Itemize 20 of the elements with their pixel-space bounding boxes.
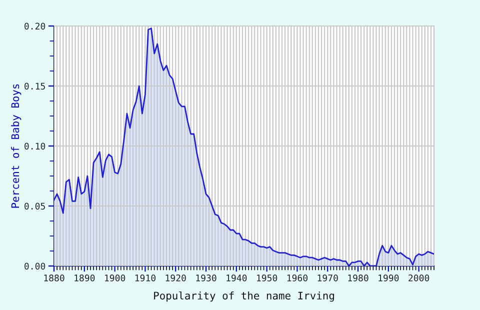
- y-tick-label: 0.15: [24, 82, 45, 90]
- x-tick-label: 1880: [44, 274, 64, 282]
- x-tick-label: 1970: [318, 274, 338, 282]
- x-tick-label: 2000: [408, 274, 430, 282]
- x-tick-label: 1980: [348, 274, 368, 282]
- x-axis-title: Popularity of the name Irving: [154, 291, 334, 302]
- x-tick-label: 1960: [287, 274, 308, 282]
- x-tick-label: 1990: [378, 274, 399, 282]
- x-tick-label: 1930: [196, 274, 216, 282]
- y-axis-title: Percent of Baby Boys: [11, 84, 22, 208]
- y-tick-label: 0.00: [24, 262, 46, 270]
- y-tick-label: 0.10: [24, 142, 46, 150]
- x-tick-label: 1900: [105, 274, 126, 282]
- x-tick-label: 1920: [166, 274, 186, 282]
- x-tick-label: 1940: [226, 274, 247, 282]
- x-tick-label: 1910: [135, 274, 156, 282]
- x-tick-label: 1890: [74, 274, 95, 282]
- x-tick-label: 1950: [257, 274, 278, 282]
- y-tick-label: 0.05: [24, 202, 45, 210]
- y-tick-label: 0.20: [24, 22, 46, 30]
